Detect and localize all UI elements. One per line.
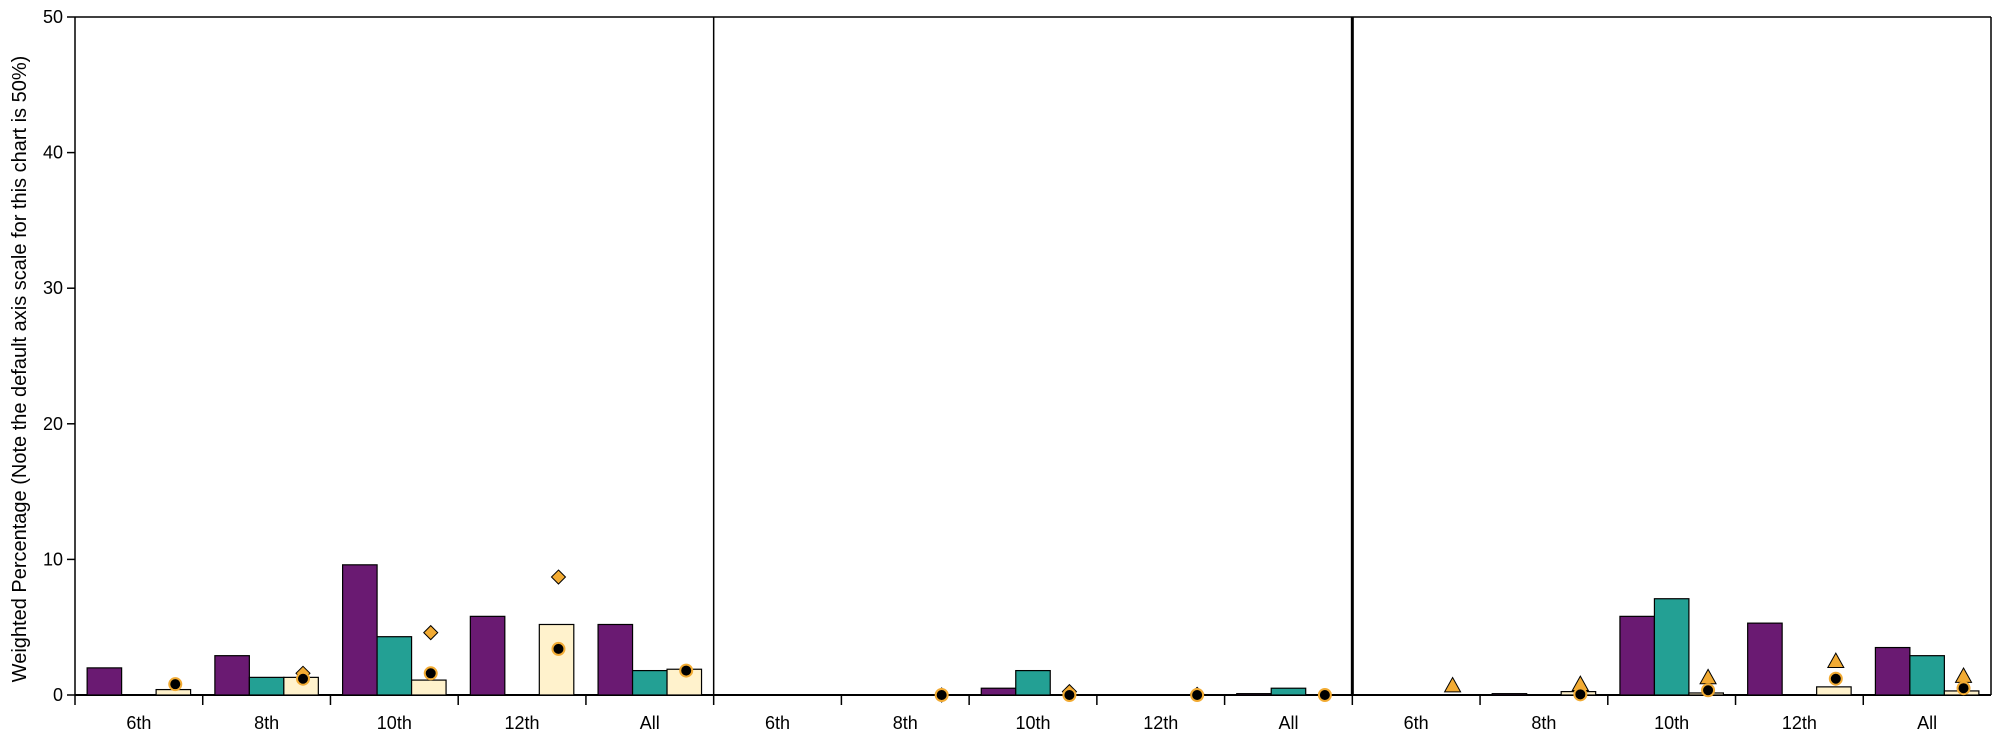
bar-cream (410, 679, 447, 696)
panel-1: 6th 8th 10th 12th All (74, 564, 703, 733)
dot-marker (1190, 688, 1205, 702)
bar-cream (538, 623, 575, 696)
bar-teal (1909, 655, 1945, 696)
bar-teal (1653, 598, 1690, 696)
dot-marker (1317, 688, 1332, 702)
x-category-label: 12th (505, 713, 540, 733)
triangle-marker (1954, 666, 1973, 683)
bar-teal (631, 669, 668, 696)
dot-marker (934, 688, 949, 702)
y-axis: 0 10 20 30 40 50 (43, 7, 76, 705)
diamond-marker (423, 624, 439, 641)
dot-marker (551, 641, 566, 656)
bar-purple (214, 655, 250, 696)
dot-marker (1956, 681, 1971, 696)
dot-marker (168, 677, 183, 692)
diamond-marker (550, 569, 567, 585)
bar-purple (1747, 622, 1783, 696)
bar-cream (1816, 686, 1852, 696)
dot-marker (1828, 671, 1843, 686)
x-category-label: 6th (765, 713, 790, 733)
triangle-marker (1699, 668, 1717, 685)
x-category-label: 6th (126, 713, 151, 733)
y-tick-label: 30 (43, 278, 63, 298)
bar-purple (1236, 693, 1272, 696)
x-category-label: 8th (254, 713, 279, 733)
chart-panels: 6th 8th 10th 12th All 6th 8th 10th 12th All 6th 8th… (74, 17, 1980, 733)
bar-purple (469, 615, 506, 696)
x-category-label: All (640, 713, 660, 733)
dot-marker (296, 671, 311, 686)
bar-purple (597, 623, 634, 696)
y-tick-label: 40 (43, 143, 63, 163)
x-category-label: 10th (377, 713, 412, 733)
bar-purple (1874, 646, 1911, 696)
y-tick-label: 20 (43, 414, 63, 434)
x-category-label: All (1917, 713, 1937, 733)
x-category-label: 10th (1015, 713, 1050, 733)
dot-marker (679, 663, 694, 678)
bar-purple (86, 667, 123, 696)
bar-purple (342, 564, 378, 696)
x-category-label: 6th (1404, 713, 1429, 733)
dot-marker (1062, 688, 1077, 702)
y-tick-label: 50 (43, 7, 63, 27)
x-category-label: 8th (893, 713, 918, 733)
triangle-marker (1443, 676, 1462, 693)
triangle-marker (1826, 652, 1845, 668)
x-category-label: 8th (1531, 713, 1556, 733)
y-tick-label: 0 (53, 685, 63, 705)
dot-marker (423, 666, 438, 681)
panel-2: 6th 8th 10th 12th All (712, 17, 1332, 733)
x-category-label: All (1278, 713, 1298, 733)
bar-teal (1270, 687, 1307, 696)
bar-purple (1491, 693, 1528, 696)
dot-marker (1701, 683, 1716, 698)
y-tick-label: 10 (43, 549, 63, 569)
x-category-label: 12th (1782, 713, 1817, 733)
bar-teal (376, 636, 413, 696)
bar-purple (980, 687, 1017, 696)
bar-teal (1015, 669, 1051, 696)
bar-purple (1619, 615, 1656, 696)
panel-3: 6th 8th 10th 12th All (1350, 17, 1980, 733)
dot-marker (1573, 687, 1588, 702)
x-category-label: 10th (1654, 713, 1689, 733)
bar-teal (248, 676, 285, 696)
y-axis-title: Weighted Percentage (Note the default ax… (9, 56, 31, 683)
x-category-label: 12th (1143, 713, 1178, 733)
